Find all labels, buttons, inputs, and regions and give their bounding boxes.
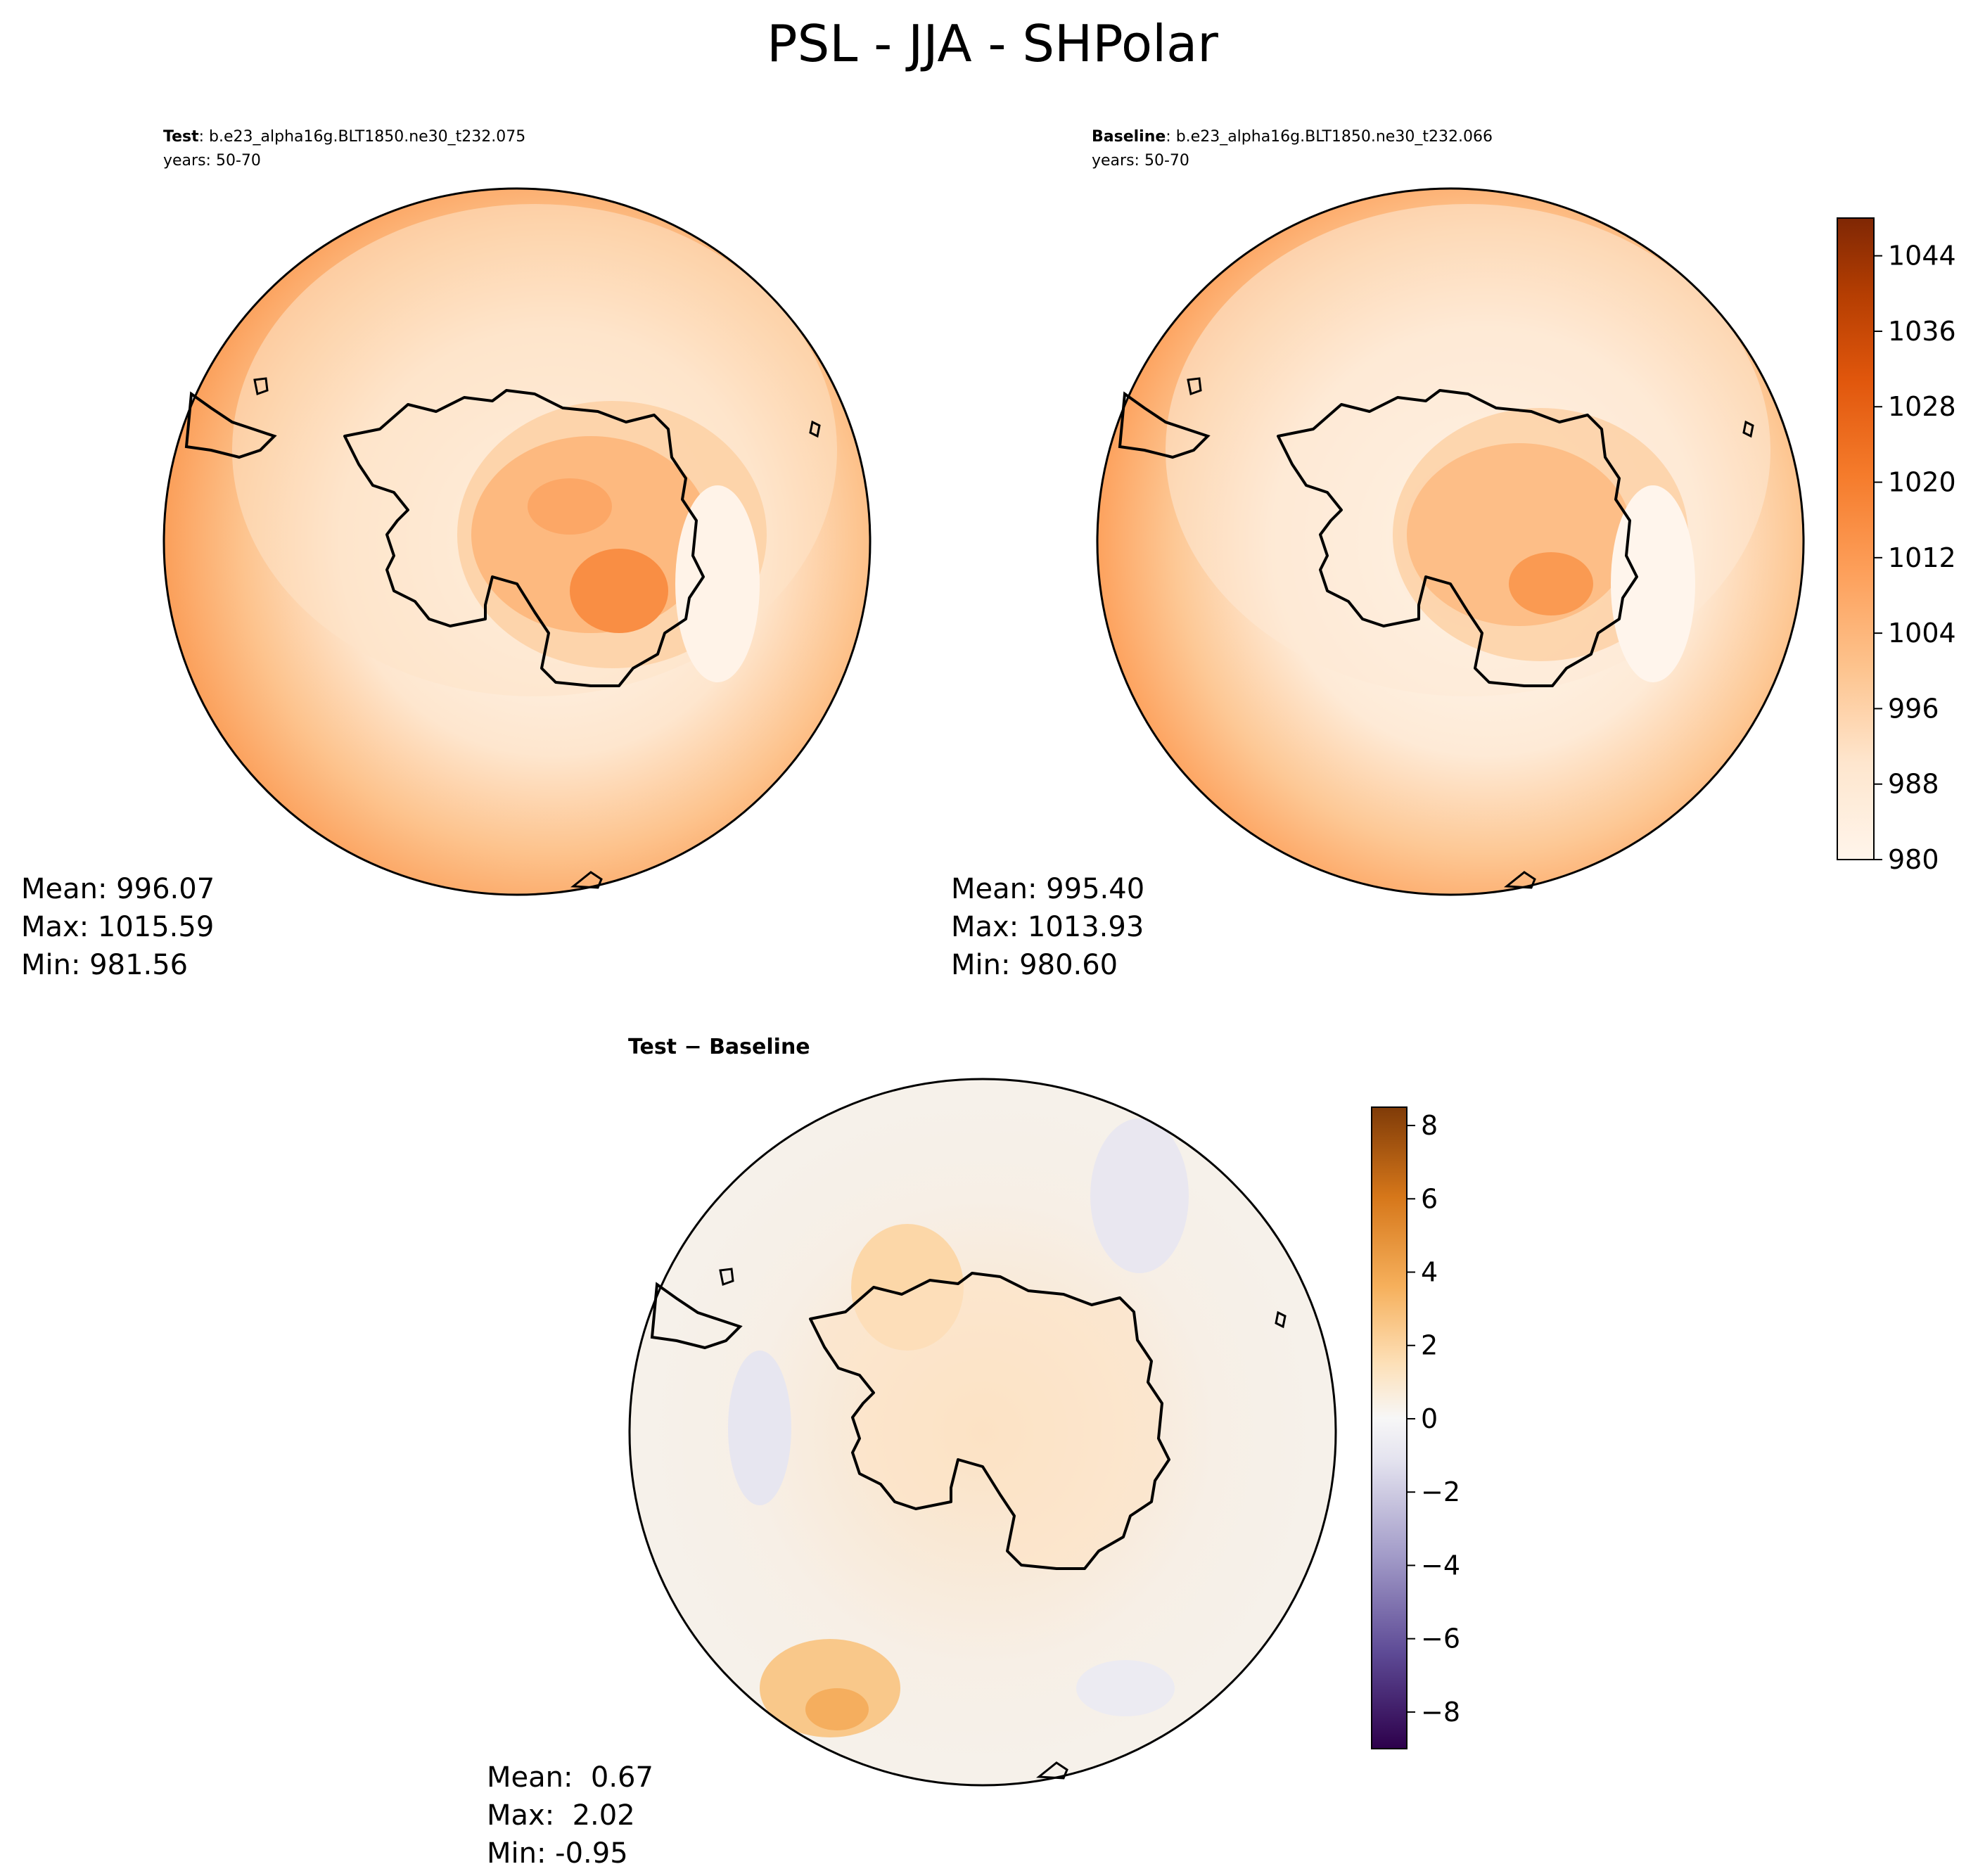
baseline-map-antarctica-coastline [1277,389,1638,687]
diff-stats: Mean: 0.67 Max: 2.02 Min: -0.95 [487,1759,653,1872]
diff-map-positive-anomaly-core [805,1688,869,1730]
diff-title-test: Test [628,1035,677,1059]
psl-colorbar: 980 988 996 1004 1012 1020 1028 1036 1044 [1837,217,1956,875]
diff-map-boundary [628,1078,1337,1787]
figure-title: PSL - JJA - SHPolar [767,14,1218,73]
psl-colorbar-ramp [1837,217,1875,860]
diff-map-antarctica-coastline [809,1272,1170,1570]
diff-colorbar-ticks: −8 −6 −4 −2 0 2 4 6 8 [1407,1110,1460,1728]
test-map [162,187,872,896]
baseline-map [1096,187,1805,896]
diff-colorbar-tick-label: 2 [1421,1330,1438,1361]
diff-panel-title: Test − Baseline [628,1035,810,1059]
diff-title-baseline: Baseline [709,1035,810,1059]
diff-colorbar-tick-label: −6 [1421,1623,1460,1654]
test-panel-title: Test: b.e23_alpha16g.BLT1850.ne30_t232.0… [163,125,525,173]
baseline-map-low-pocket [1611,485,1695,682]
psl-colorbar-tick-label: 1028 [1888,391,1956,422]
psl-colorbar-tick-label: 1020 [1888,467,1956,498]
diff-colorbar-tick-label: 6 [1421,1183,1438,1214]
diff-colorbar: −8 −6 −4 −2 0 2 4 6 8 [1371,1106,1460,1749]
test-label: Test [163,128,199,146]
baseline-map-high-core [1509,552,1593,615]
psl-colorbar-tick-label: 980 [1888,844,1939,875]
test-map-boundary [162,187,872,896]
test-map-high-core [570,549,668,633]
baseline-stat-min: Min: 980.60 [951,949,1118,981]
baseline-map-island-falklands [1187,377,1202,395]
baseline-stat-max: Max: 1013.93 [951,911,1144,943]
test-map-low-pocket [675,485,760,682]
diff-colorbar-tick-label: −8 [1421,1697,1460,1728]
diff-stat-min: Min: -0.95 [487,1837,628,1870]
diff-colorbar-tick-label: 8 [1421,1110,1438,1141]
diff-colorbar-tick-label: −2 [1421,1476,1460,1507]
baseline-map-island-kerguelen [1742,420,1754,438]
diff-colorbar-ramp [1371,1106,1408,1749]
diff-stat-mean: Mean: 0.67 [487,1761,653,1794]
baseline-map-south-america-coastline [1118,391,1211,459]
test-map-island-falklands [253,377,269,395]
baseline-years: years: 50-70 [1092,152,1189,170]
test-map-island-kerguelen [809,420,821,438]
psl-colorbar-tick-label: 1004 [1888,618,1956,649]
test-stat-mean: Mean: 996.07 [21,873,215,905]
psl-colorbar-tick-label: 1044 [1888,241,1956,272]
diff-colorbar-tick-label: 4 [1421,1257,1438,1288]
diff-map [628,1078,1337,1787]
diff-map-negative-anomaly-2 [728,1351,791,1505]
test-map-antarctica-coastline [343,389,705,687]
psl-colorbar-tick-label: 1036 [1888,316,1956,347]
diff-colorbar-tick-label: −4 [1421,1550,1460,1581]
test-map-south-america-coastline [184,391,277,459]
psl-colorbar-ticks: 980 988 996 1004 1012 1020 1028 1036 1044 [1874,241,1956,875]
test-stats: Mean: 996.07 Max: 1015.59 Min: 981.56 [21,870,215,984]
diff-map-south-america-coastline [650,1282,743,1350]
baseline-label: Baseline [1092,128,1166,146]
diff-map-island-falklands [719,1268,734,1286]
test-stat-max: Max: 1015.59 [21,911,215,943]
psl-colorbar-tick-label: 988 [1888,769,1939,800]
psl-colorbar-tick-label: 1012 [1888,542,1956,573]
diff-stat-max: Max: 2.02 [487,1799,635,1832]
diff-title-operator: − [677,1035,710,1059]
diff-map-negative-anomaly [1090,1118,1189,1273]
diff-colorbar-tick-label: 0 [1421,1403,1438,1434]
baseline-stats: Mean: 995.40 Max: 1013.93 Min: 980.60 [951,870,1144,984]
diff-map-negative-anomaly-3 [1076,1660,1175,1716]
diff-map-island-kerguelen [1275,1310,1287,1329]
test-stat-min: Min: 981.56 [21,949,189,981]
baseline-panel-title: Baseline: b.e23_alpha16g.BLT1850.ne30_t2… [1092,125,1493,173]
test-years: years: 50-70 [163,152,261,170]
baseline-map-boundary [1096,187,1805,896]
test-case-name: : b.e23_alpha16g.BLT1850.ne30_t232.075 [198,128,526,146]
psl-colorbar-tick-label: 996 [1888,693,1939,724]
baseline-stat-mean: Mean: 995.40 [951,873,1145,905]
test-map-high-core-2 [528,478,612,535]
baseline-case-name: : b.e23_alpha16g.BLT1850.ne30_t232.066 [1166,128,1493,146]
